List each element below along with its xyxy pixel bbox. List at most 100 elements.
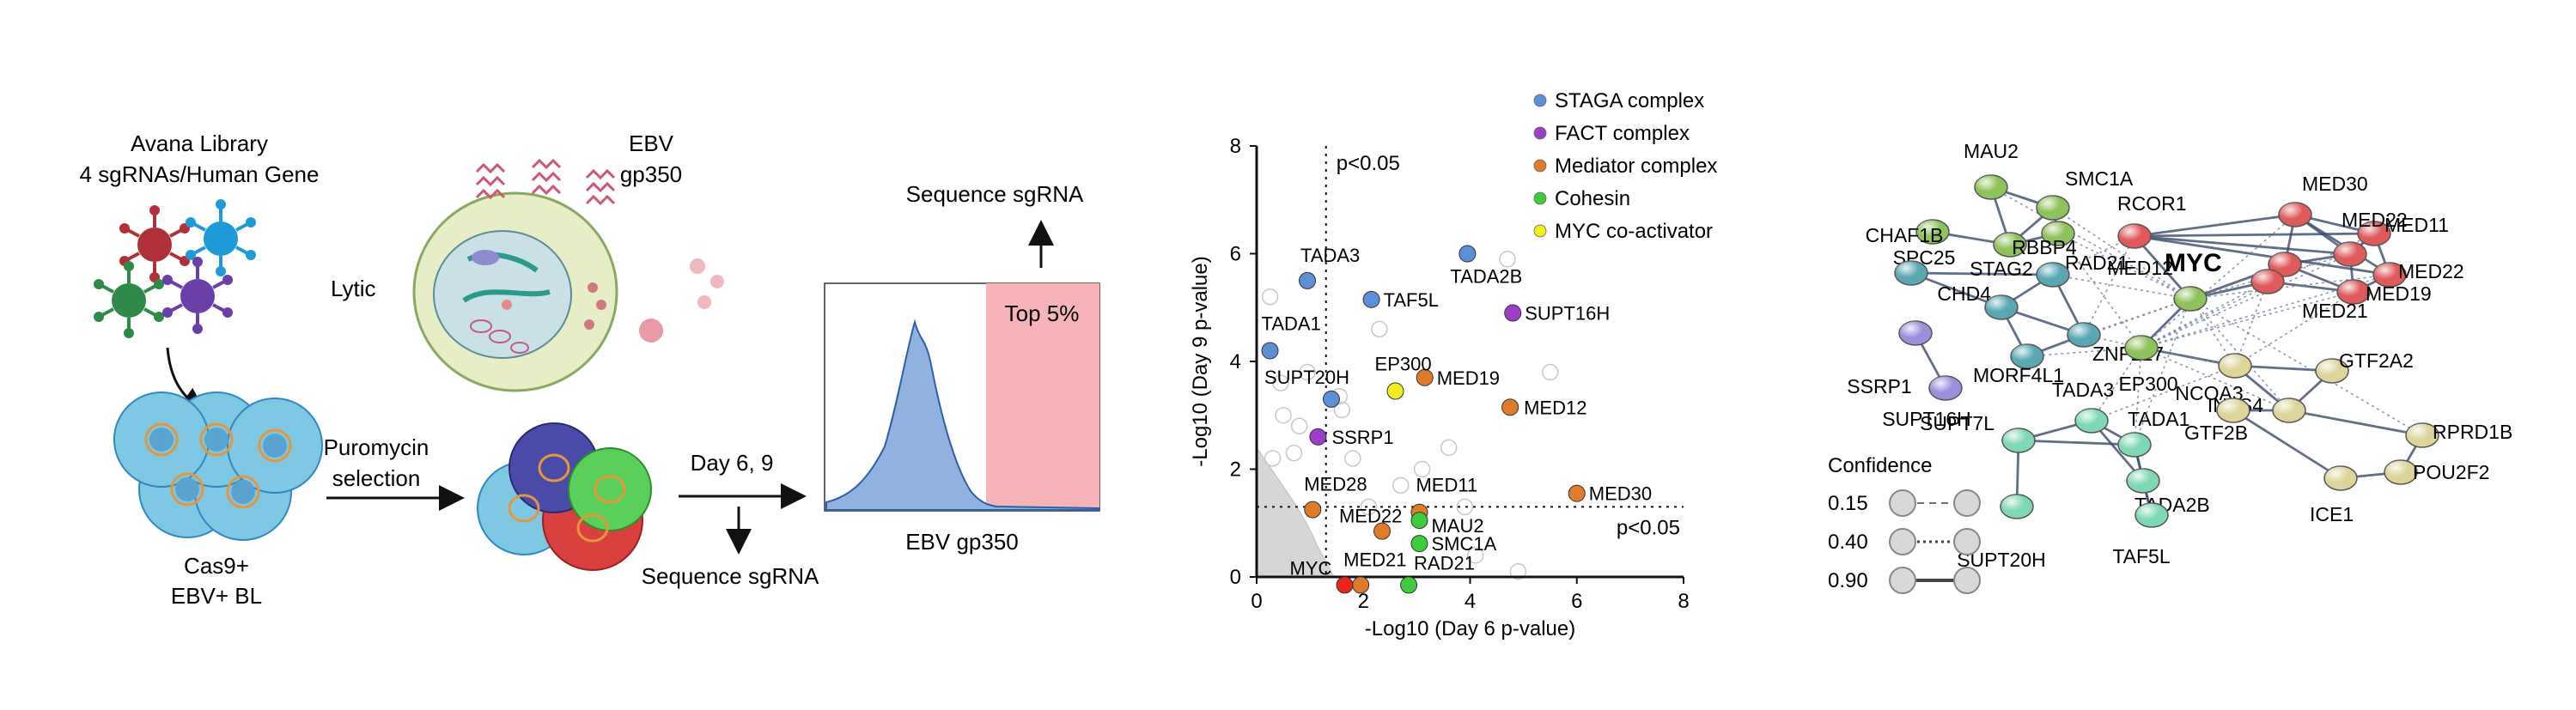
network-node: STAG2 <box>1970 232 2033 280</box>
network-node-label: TADA1 <box>2128 408 2189 430</box>
network-node: SMC1A <box>2036 167 2134 221</box>
network-node: MED12 <box>2107 252 2302 279</box>
network-node-label: RBBP4 <box>2012 236 2077 258</box>
confidence-level-high: 0.90 <box>1828 569 1868 592</box>
hit-point-label: MED30 <box>1589 483 1652 505</box>
hit-point <box>1261 342 1279 360</box>
sequence-top-label: Sequence sgRNA <box>906 181 1084 207</box>
confidence-node-icon <box>1953 528 1981 555</box>
day-label: Day 6, 9 <box>691 450 774 476</box>
hit-point-label: MED21 <box>1343 549 1406 570</box>
confidence-node-icon <box>1889 567 1916 594</box>
network-node-label: CHD4 <box>1937 282 1991 305</box>
hit-point <box>1504 304 1522 322</box>
hit-point-label: TADA3 <box>1300 245 1360 266</box>
network-node-highlight <box>2127 469 2159 493</box>
top5-gate <box>986 283 1099 511</box>
sgrna-virus-particles-icon <box>94 199 256 338</box>
network-edge-low <box>1990 186 2191 300</box>
hit-point-label: RAD21 <box>1414 552 1475 573</box>
x-tick-label: 4 <box>1465 590 1476 613</box>
network-node-label: STAG2 <box>1970 258 2033 280</box>
network-node-highlight <box>2268 252 2301 276</box>
hit-point <box>1410 535 1428 553</box>
network-node: GTF2A2 <box>2315 349 2414 384</box>
non-hit-point <box>1392 476 1410 495</box>
network-node: MAU2 <box>1964 140 2019 200</box>
hit-point-label: TADA1 <box>1262 313 1321 334</box>
network-node: MYC <box>2165 249 2222 312</box>
lytic-label: Lytic <box>331 276 376 301</box>
threshold-label-right: p<0.05 <box>1617 516 1680 539</box>
network-node-label: MORF4L1 <box>1973 364 2064 386</box>
network-node-highlight <box>2373 263 2406 287</box>
network-node: CHAF1B <box>1866 224 1943 286</box>
hit-point-label: SUPT20H <box>1264 367 1349 388</box>
network-node: TADA3 <box>2052 379 2114 434</box>
x-axis-ticks: 0 2 4 6 8 <box>1251 577 1690 613</box>
non-hit-point-cloud <box>1256 446 1335 578</box>
network-node: MED22 <box>2333 209 2408 267</box>
network-node-label: GTF2B <box>2184 422 2248 444</box>
network-edge-low <box>2083 298 2191 336</box>
network-edge-low <box>2134 298 2191 446</box>
ebv-label: EBV <box>629 130 674 156</box>
network-edge-low <box>2234 291 2354 367</box>
network-edge-low <box>2141 347 2290 411</box>
network-node: RPRD1B <box>2405 421 2512 448</box>
hit-point-label: SSRP1 <box>1331 427 1393 448</box>
network-node: CHD4 <box>1937 282 2019 320</box>
hit-point-label: TAF5L <box>1384 289 1439 311</box>
network-node-highlight <box>2001 495 2033 519</box>
non-hit-point <box>1499 251 1516 268</box>
network-node-highlight <box>2075 409 2108 433</box>
non-hit-point <box>1371 320 1388 338</box>
hit-point <box>1568 484 1586 502</box>
network-node: MED21 <box>2250 269 2368 322</box>
hit-point <box>1322 390 1340 408</box>
hit-point <box>1386 382 1404 400</box>
network-edge-low <box>2141 274 2390 349</box>
network-edge-high <box>2232 409 2342 480</box>
non-hit-point <box>1413 460 1431 478</box>
network-node-label: ICE1 <box>2310 503 2354 525</box>
network-node-highlight <box>2135 503 2168 527</box>
non-hit-point <box>1285 444 1303 462</box>
hit-point-label: SMC1A <box>1431 533 1496 555</box>
network-edge-low <box>2141 281 2268 349</box>
network-edge-high <box>2134 232 2375 238</box>
network-node-highlight <box>1895 261 1927 285</box>
network-node-label: MED11 <box>2384 214 2449 236</box>
network-node-highlight <box>2217 398 2250 422</box>
network-node-highlight <box>2118 224 2151 248</box>
non-hit-point <box>1509 562 1527 580</box>
network-node-highlight <box>2334 242 2366 266</box>
non-hit-point <box>1333 401 1351 419</box>
network-edge-high <box>1910 271 2054 276</box>
hit-point <box>1304 501 1322 519</box>
screen-hit-scatter: p<0.05 p<0.05 0 2 4 6 8 0 2 4 6 8 -Log10 (Day 6 … <box>1189 89 1717 640</box>
background-points <box>1256 251 1559 580</box>
confidence-node-icon <box>1889 489 1916 517</box>
network-node-label: MED22 <box>2342 209 2408 231</box>
network-node: ICE1 <box>2310 465 2358 525</box>
network-node-label: MED12 <box>2107 257 2173 279</box>
network-node-label: RPRD1B <box>2433 421 2512 443</box>
network-edge-low <box>2141 233 2375 349</box>
network-node: SUPT16H <box>1882 375 1971 430</box>
confidence-level-low: 0.15 <box>1828 492 1868 515</box>
network-node: NCOA3 <box>2175 353 2252 404</box>
hit-point-label: MED19 <box>1437 367 1500 389</box>
hit-point-label: MED11 <box>1416 475 1477 496</box>
ebv-lytic-cell-icon <box>412 158 724 392</box>
network-node: SSRP1 <box>1847 320 1933 397</box>
hit-point <box>1299 271 1317 289</box>
network-node-label: SMC1A <box>2065 167 2134 190</box>
hit-point-label: SUPT16H <box>1525 303 1610 325</box>
selected-cell-cluster-icon <box>477 422 652 571</box>
hit-point <box>1400 576 1418 594</box>
y-tick-label: 4 <box>1230 350 1241 373</box>
cas9-cell-cluster-icon <box>113 391 323 541</box>
network-node-highlight <box>2002 428 2035 452</box>
